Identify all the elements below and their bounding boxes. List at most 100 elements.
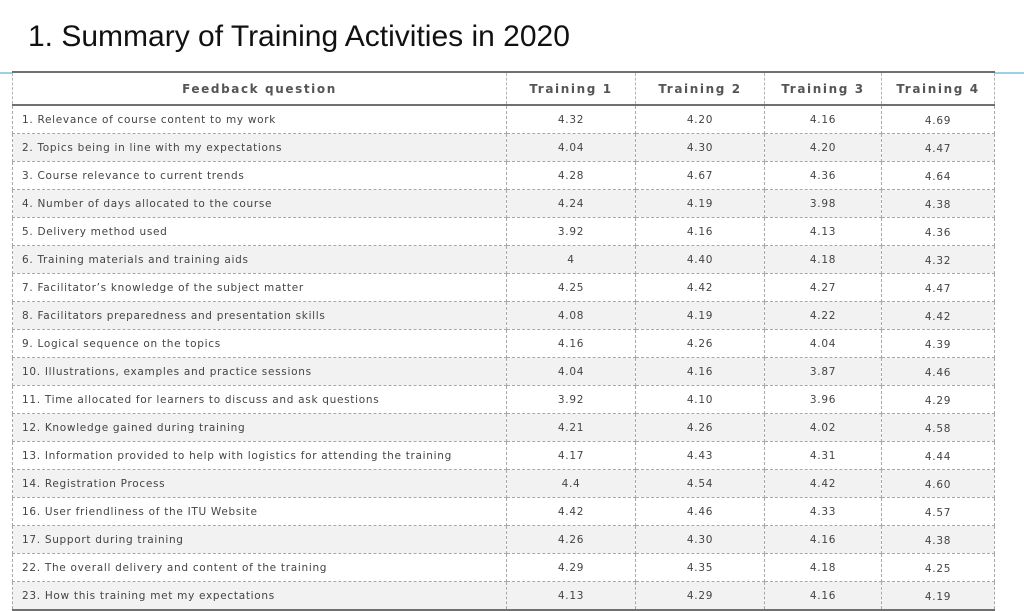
question-cell: 5. Delivery method used xyxy=(12,217,507,246)
table-row: 14. Registration Process 4.4 4.54 4.42 4.60 xyxy=(12,469,995,498)
training-3-cell: 4.27 xyxy=(764,273,882,302)
training-1-cell: 4.28 xyxy=(506,161,636,190)
training-3-cell: 3.98 xyxy=(764,189,882,218)
question-cell: 1. Relevance of course content to my wor… xyxy=(12,104,507,134)
training-3-cell: 4.04 xyxy=(764,329,882,358)
question-cell: 14. Registration Process xyxy=(12,469,507,498)
training-4-cell: 4.42 xyxy=(881,301,995,330)
training-1-cell: 4.16 xyxy=(506,329,636,358)
table-row: 16. User friendliness of the ITU Website… xyxy=(12,497,995,526)
training-4-cell: 4.39 xyxy=(881,329,995,358)
question-cell: 23. How this training met my expectation… xyxy=(12,581,507,611)
training-2-cell: 4.67 xyxy=(635,161,765,190)
training-1-cell: 4.26 xyxy=(506,525,636,554)
table-row: 8. Facilitators preparedness and present… xyxy=(12,301,995,330)
header-training-4: Training 4 xyxy=(881,71,995,106)
training-2-cell: 4.19 xyxy=(635,189,765,218)
training-3-cell: 4.42 xyxy=(764,469,882,498)
table-body: 1. Relevance of course content to my wor… xyxy=(12,104,995,611)
training-3-cell: 4.02 xyxy=(764,413,882,442)
question-cell: 22. The overall delivery and content of … xyxy=(12,553,507,582)
training-2-cell: 4.26 xyxy=(635,329,765,358)
training-4-cell: 4.38 xyxy=(881,189,995,218)
training-2-cell: 4.16 xyxy=(635,217,765,246)
training-2-cell: 4.29 xyxy=(635,581,765,611)
training-3-cell: 4.16 xyxy=(764,104,882,134)
training-3-cell: 4.22 xyxy=(764,301,882,330)
training-3-cell: 4.33 xyxy=(764,497,882,526)
question-cell: 6. Training materials and training aids xyxy=(12,245,507,274)
question-cell: 4. Number of days allocated to the cours… xyxy=(12,189,507,218)
training-1-cell: 4.4 xyxy=(506,469,636,498)
question-cell: 9. Logical sequence on the topics xyxy=(12,329,507,358)
table-row: 5. Delivery method used 3.92 4.16 4.13 4.36 xyxy=(12,217,995,246)
training-4-cell: 4.58 xyxy=(881,413,995,442)
training-4-cell: 4.25 xyxy=(881,553,995,582)
training-1-cell: 4.42 xyxy=(506,497,636,526)
training-4-cell: 4.32 xyxy=(881,245,995,274)
training-4-cell: 4.64 xyxy=(881,161,995,190)
table-row: 13. Information provided to help with lo… xyxy=(12,441,995,470)
training-2-cell: 4.10 xyxy=(635,385,765,414)
table-row: 10. Illustrations, examples and practice… xyxy=(12,357,995,386)
training-2-cell: 4.30 xyxy=(635,525,765,554)
question-cell: 10. Illustrations, examples and practice… xyxy=(12,357,507,386)
training-2-cell: 4.43 xyxy=(635,441,765,470)
training-1-cell: 4.08 xyxy=(506,301,636,330)
question-cell: 3. Course relevance to current trends xyxy=(12,161,507,190)
training-1-cell: 4.13 xyxy=(506,581,636,611)
training-1-cell: 3.92 xyxy=(506,217,636,246)
table-row: 4. Number of days allocated to the cours… xyxy=(12,189,995,218)
table-row: 23. How this training met my expectation… xyxy=(12,581,995,611)
training-3-cell: 4.18 xyxy=(764,553,882,582)
table-row: 6. Training materials and training aids 4… xyxy=(12,245,995,274)
training-4-cell: 4.19 xyxy=(881,581,995,611)
training-1-cell: 4.17 xyxy=(506,441,636,470)
training-4-cell: 4.57 xyxy=(881,497,995,526)
training-3-cell: 3.87 xyxy=(764,357,882,386)
training-1-cell: 4.04 xyxy=(506,133,636,162)
table-row: 22. The overall delivery and content of … xyxy=(12,553,995,582)
table-row: 17. Support during training 4.26 4.30 4.16 4… xyxy=(12,525,995,554)
training-4-cell: 4.29 xyxy=(881,385,995,414)
training-2-cell: 4.16 xyxy=(635,357,765,386)
training-4-cell: 4.44 xyxy=(881,441,995,470)
training-3-cell: 3.96 xyxy=(764,385,882,414)
question-cell: 11. Time allocated for learners to discu… xyxy=(12,385,507,414)
training-1-cell: 4.25 xyxy=(506,273,636,302)
training-4-cell: 4.38 xyxy=(881,525,995,554)
table-row: 7. Facilitator’s knowledge of the subjec… xyxy=(12,273,995,302)
page-title: 1. Summary of Training Activities in 202… xyxy=(28,20,570,53)
training-2-cell: 4.19 xyxy=(635,301,765,330)
table-row: 11. Time allocated for learners to discu… xyxy=(12,385,995,414)
training-3-cell: 4.18 xyxy=(764,245,882,274)
feedback-table-container: Feedback question Training 1 Training 2 … xyxy=(12,71,995,611)
header-training-2: Training 2 xyxy=(635,71,765,106)
table-header-row: Feedback question Training 1 Training 2 … xyxy=(12,71,995,106)
training-4-cell: 4.36 xyxy=(881,217,995,246)
table-row: 12. Knowledge gained during training 4.21… xyxy=(12,413,995,442)
training-3-cell: 4.20 xyxy=(764,133,882,162)
training-2-cell: 4.42 xyxy=(635,273,765,302)
table-row: 2. Topics being in line with my expectat… xyxy=(12,133,995,162)
training-4-cell: 4.47 xyxy=(881,273,995,302)
training-3-cell: 4.31 xyxy=(764,441,882,470)
training-1-cell: 4.24 xyxy=(506,189,636,218)
training-2-cell: 4.30 xyxy=(635,133,765,162)
table-row: 1. Relevance of course content to my wor… xyxy=(12,104,995,134)
training-4-cell: 4.46 xyxy=(881,357,995,386)
training-1-cell: 4.32 xyxy=(506,104,636,134)
question-cell: 8. Facilitators preparedness and present… xyxy=(12,301,507,330)
feedback-table: Feedback question Training 1 Training 2 … xyxy=(12,71,995,611)
training-2-cell: 4.35 xyxy=(635,553,765,582)
table-row: 9. Logical sequence on the topics 4.16 4.2… xyxy=(12,329,995,358)
table-row: 3. Course relevance to current trends 4.2… xyxy=(12,161,995,190)
training-2-cell: 4.46 xyxy=(635,497,765,526)
question-cell: 17. Support during training xyxy=(12,525,507,554)
training-4-cell: 4.60 xyxy=(881,469,995,498)
question-cell: 13. Information provided to help with lo… xyxy=(12,441,507,470)
training-3-cell: 4.16 xyxy=(764,581,882,611)
training-1-cell: 4.21 xyxy=(506,413,636,442)
training-1-cell: 4 xyxy=(506,245,636,274)
training-2-cell: 4.40 xyxy=(635,245,765,274)
